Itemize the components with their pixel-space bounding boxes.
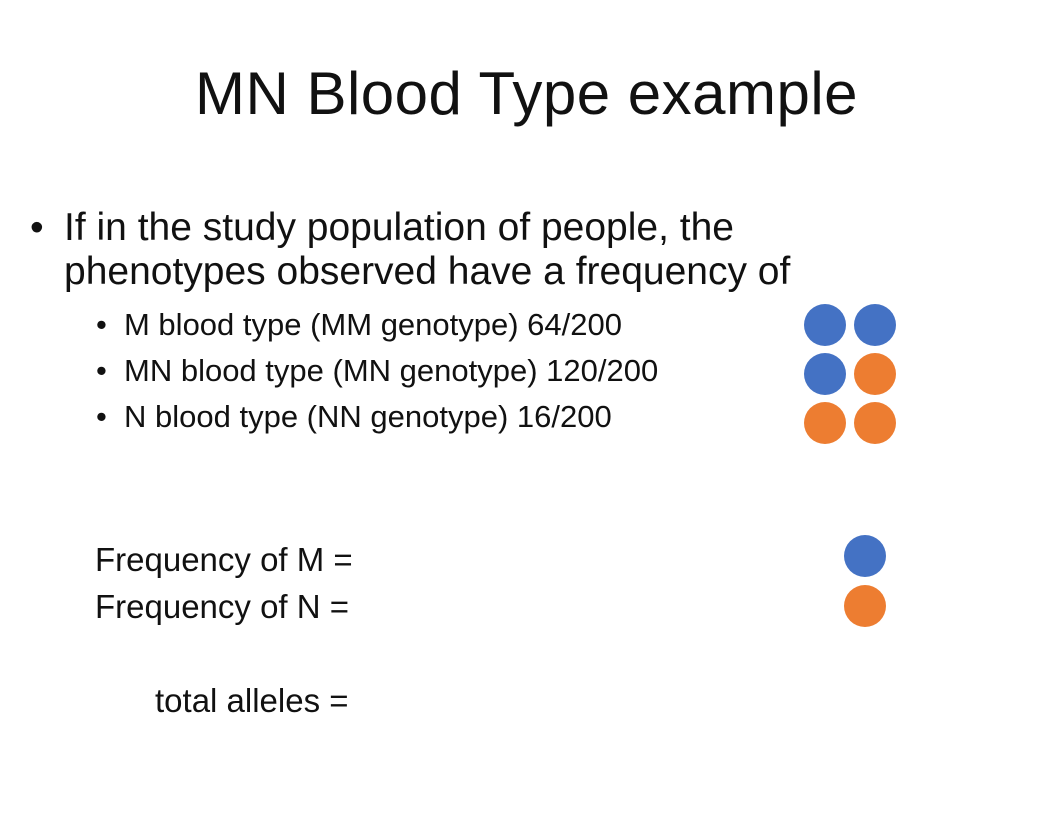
bullet-marker: • bbox=[30, 206, 44, 249]
bullet-line-1: If in the study population of people, th… bbox=[64, 206, 734, 249]
orange-circle-icon bbox=[854, 353, 896, 395]
sub-bullet-marker: • bbox=[96, 307, 107, 342]
sub-bullet-marker: • bbox=[96, 399, 107, 434]
orange-circle-icon bbox=[854, 402, 896, 444]
list-item-text: M blood type (MM genotype) 64/200 bbox=[124, 307, 622, 342]
main-bullet: • If in the study population of people, … bbox=[30, 206, 890, 294]
blue-circle-icon bbox=[804, 304, 846, 346]
frequency-m-label: Frequency of M = bbox=[95, 541, 353, 578]
frequency-n-label: Frequency of N = bbox=[95, 588, 350, 625]
blue-circle-icon bbox=[804, 353, 846, 395]
bullet-line-2: phenotypes observed have a frequency of bbox=[64, 250, 791, 293]
list-item-text: MN blood type (MN genotype) 120/200 bbox=[124, 353, 659, 388]
total-alleles-label: total alleles = bbox=[155, 682, 349, 719]
list-item-text: N blood type (NN genotype) 16/200 bbox=[124, 399, 612, 434]
blue-circle-icon bbox=[844, 535, 886, 577]
slide-title: MN Blood Type example bbox=[194, 60, 859, 127]
orange-circle-icon bbox=[804, 402, 846, 444]
sub-bullet-marker: • bbox=[96, 353, 107, 388]
orange-circle-icon bbox=[844, 585, 886, 627]
blue-circle-icon bbox=[854, 304, 896, 346]
